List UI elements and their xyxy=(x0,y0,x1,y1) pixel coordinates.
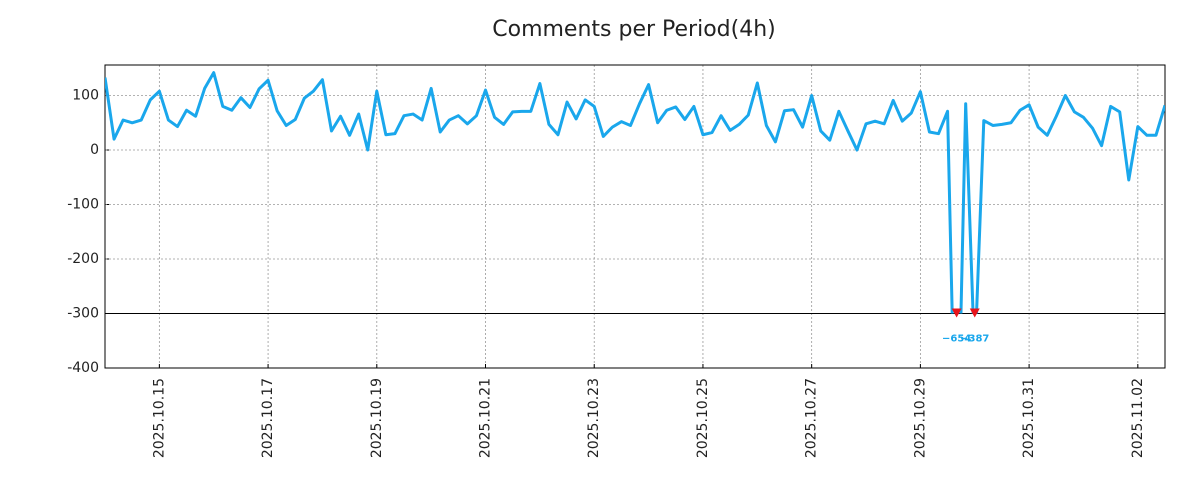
x-tick-label: 2025.10.21 xyxy=(478,378,494,458)
value-label: −387 xyxy=(960,334,989,345)
x-tick-label: 2025.10.19 xyxy=(369,378,385,458)
y-tick-label: -400 xyxy=(67,360,99,376)
y-tick-label: -100 xyxy=(67,197,99,213)
x-tick-label: 2025.10.17 xyxy=(260,378,276,458)
clipped-marker xyxy=(951,308,962,318)
y-tick-label: 100 xyxy=(72,88,99,104)
y-tick-label: -300 xyxy=(67,306,99,322)
chart-title: Comments per Period(4h) xyxy=(492,17,776,42)
x-tick-label: 2025.10.27 xyxy=(804,378,820,458)
x-tick-label: 2025.10.15 xyxy=(151,378,167,458)
clipped-marker xyxy=(969,308,980,318)
x-tick-label: 2025.10.25 xyxy=(695,378,711,458)
y-tick-label: 0 xyxy=(90,142,99,158)
x-tick-label: 2025.11.02 xyxy=(1130,378,1146,458)
plot-frame xyxy=(104,64,1166,369)
x-tick-label: 2025.10.29 xyxy=(912,378,928,458)
x-tick-label: 2025.10.31 xyxy=(1021,378,1037,458)
y-tick-label: -200 xyxy=(67,251,99,267)
value-label: −654 xyxy=(942,334,971,345)
x-tick-label: 2025.10.23 xyxy=(586,378,602,458)
line xyxy=(105,71,1165,314)
